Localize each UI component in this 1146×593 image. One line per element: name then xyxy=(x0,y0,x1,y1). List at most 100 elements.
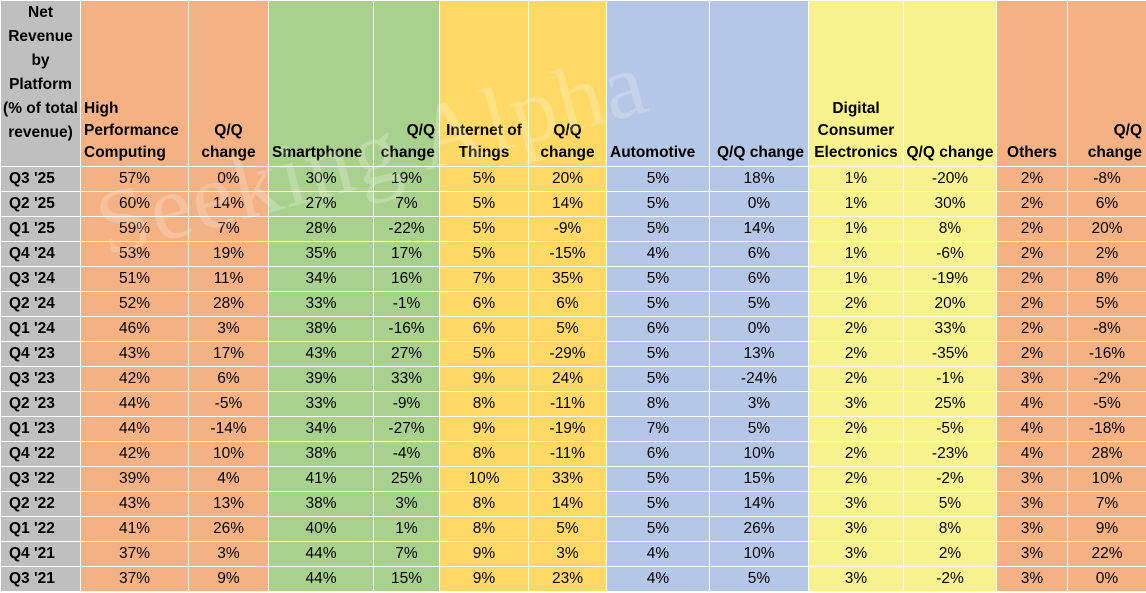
cell-hpc-change: -14% xyxy=(188,416,269,442)
cell-smartphone-change: -4% xyxy=(373,441,440,467)
cell-automotive-change: 10% xyxy=(709,441,809,467)
cell-dce: 3% xyxy=(808,491,904,517)
cell-hpc-change: -5% xyxy=(188,391,269,417)
corner-header: Net Revenue by Platform (% of total reve… xyxy=(0,0,81,167)
cell-dce-change: -20% xyxy=(903,166,997,192)
cell-automotive: 5% xyxy=(606,341,710,367)
cell-others-change: 0% xyxy=(1067,566,1146,592)
row-label: Q4 '24 xyxy=(0,241,81,267)
cell-automotive-change: 14% xyxy=(709,491,809,517)
cell-others: 2% xyxy=(996,216,1068,242)
cell-iot: 7% xyxy=(439,266,529,292)
col-header-others-change: Q/Q change xyxy=(1067,0,1146,167)
cell-hpc-change: 7% xyxy=(188,216,269,242)
cell-smartphone-change: 7% xyxy=(373,541,440,567)
cell-dce: 3% xyxy=(808,566,904,592)
cell-others: 3% xyxy=(996,516,1068,542)
cell-iot-change: 33% xyxy=(528,466,607,492)
cell-iot: 5% xyxy=(439,241,529,267)
cell-automotive-change: 5% xyxy=(709,566,809,592)
cell-iot: 9% xyxy=(439,541,529,567)
cell-automotive-change: 6% xyxy=(709,266,809,292)
cell-hpc: 43% xyxy=(80,491,189,517)
cell-iot: 9% xyxy=(439,416,529,442)
cell-iot-change: -9% xyxy=(528,216,607,242)
cell-dce: 1% xyxy=(808,241,904,267)
cell-iot-change: -29% xyxy=(528,341,607,367)
cell-hpc-change: 6% xyxy=(188,366,269,392)
cell-others: 3% xyxy=(996,491,1068,517)
cell-iot-change: -15% xyxy=(528,241,607,267)
row-label: Q4 '21 xyxy=(0,541,81,567)
cell-automotive: 5% xyxy=(606,516,710,542)
cell-hpc-change: 14% xyxy=(188,191,269,217)
cell-automotive: 4% xyxy=(606,541,710,567)
table-row: Q2 '25 60% 14% 27% 7% 5% 14% 5% 0% 1% 30% 2% 6% xyxy=(0,191,1146,217)
cell-dce-change: -23% xyxy=(903,441,997,467)
col-header-automotive-change: Q/Q change xyxy=(709,0,809,167)
table-body: Q3 '25 57% 0% 30% 19% 5% 20% 5% 18% 1% -20% 2% -8% Q2… xyxy=(0,166,1146,592)
col-header-dce-change: Q/Q change xyxy=(903,0,997,167)
cell-smartphone-change: 1% xyxy=(373,516,440,542)
cell-hpc: 43% xyxy=(80,341,189,367)
cell-dce: 1% xyxy=(808,216,904,242)
cell-automotive: 4% xyxy=(606,566,710,592)
cell-dce-change: 20% xyxy=(903,291,997,317)
cell-hpc: 57% xyxy=(80,166,189,192)
table-row: Q4 '22 42% 10% 38% -4% 8% -11% 6% 10% 2% -23% 4% 28% xyxy=(0,441,1146,467)
cell-others: 2% xyxy=(996,266,1068,292)
row-label: Q3 '21 xyxy=(0,566,81,592)
cell-automotive: 5% xyxy=(606,166,710,192)
cell-iot: 8% xyxy=(439,491,529,517)
cell-dce-change: 2% xyxy=(903,541,997,567)
cell-others-change: 2% xyxy=(1067,241,1146,267)
cell-iot-change: -11% xyxy=(528,441,607,467)
cell-dce-change: -6% xyxy=(903,241,997,267)
cell-smartphone-change: 17% xyxy=(373,241,440,267)
cell-hpc-change: 3% xyxy=(188,541,269,567)
cell-dce: 2% xyxy=(808,341,904,367)
cell-others-change: 7% xyxy=(1067,491,1146,517)
cell-hpc: 44% xyxy=(80,416,189,442)
cell-smartphone-change: 27% xyxy=(373,341,440,367)
cell-iot-change: 6% xyxy=(528,291,607,317)
cell-iot-change: 14% xyxy=(528,491,607,517)
table-row: Q2 '24 52% 28% 33% -1% 6% 6% 5% 5% 2% 20% 2% 5% xyxy=(0,291,1146,317)
cell-smartphone-change: 15% xyxy=(373,566,440,592)
col-header-smartphone-change: Q/Q change xyxy=(373,0,440,167)
cell-smartphone: 28% xyxy=(268,216,374,242)
cell-smartphone-change: 25% xyxy=(373,466,440,492)
cell-automotive: 5% xyxy=(606,291,710,317)
cell-automotive: 5% xyxy=(606,466,710,492)
cell-smartphone-change: 7% xyxy=(373,191,440,217)
col-header-dce: Digital Consumer Electronics xyxy=(808,0,904,167)
cell-dce-change: -19% xyxy=(903,266,997,292)
cell-dce-change: 25% xyxy=(903,391,997,417)
table-row: Q3 '21 37% 9% 44% 15% 9% 23% 4% 5% 3% -2% 3% 0% xyxy=(0,566,1146,592)
cell-hpc: 46% xyxy=(80,316,189,342)
cell-dce-change: -2% xyxy=(903,466,997,492)
cell-automotive-change: 6% xyxy=(709,241,809,267)
cell-iot: 8% xyxy=(439,441,529,467)
table-row: Q3 '25 57% 0% 30% 19% 5% 20% 5% 18% 1% -20% 2% -8% xyxy=(0,166,1146,192)
cell-automotive: 7% xyxy=(606,416,710,442)
cell-others: 4% xyxy=(996,391,1068,417)
cell-others-change: 6% xyxy=(1067,191,1146,217)
cell-hpc: 37% xyxy=(80,566,189,592)
cell-automotive-change: 10% xyxy=(709,541,809,567)
cell-hpc-change: 11% xyxy=(188,266,269,292)
cell-others: 3% xyxy=(996,366,1068,392)
table-row: Q1 '24 46% 3% 38% -16% 6% 5% 6% 0% 2% 33% 2% -8% xyxy=(0,316,1146,342)
cell-hpc-change: 19% xyxy=(188,241,269,267)
cell-smartphone: 38% xyxy=(268,491,374,517)
cell-automotive-change: 0% xyxy=(709,191,809,217)
cell-iot-change: 3% xyxy=(528,541,607,567)
cell-others: 2% xyxy=(996,291,1068,317)
cell-dce: 1% xyxy=(808,266,904,292)
cell-hpc: 52% xyxy=(80,291,189,317)
cell-dce-change: -1% xyxy=(903,366,997,392)
cell-dce: 1% xyxy=(808,166,904,192)
cell-iot: 8% xyxy=(439,516,529,542)
cell-smartphone-change: 19% xyxy=(373,166,440,192)
